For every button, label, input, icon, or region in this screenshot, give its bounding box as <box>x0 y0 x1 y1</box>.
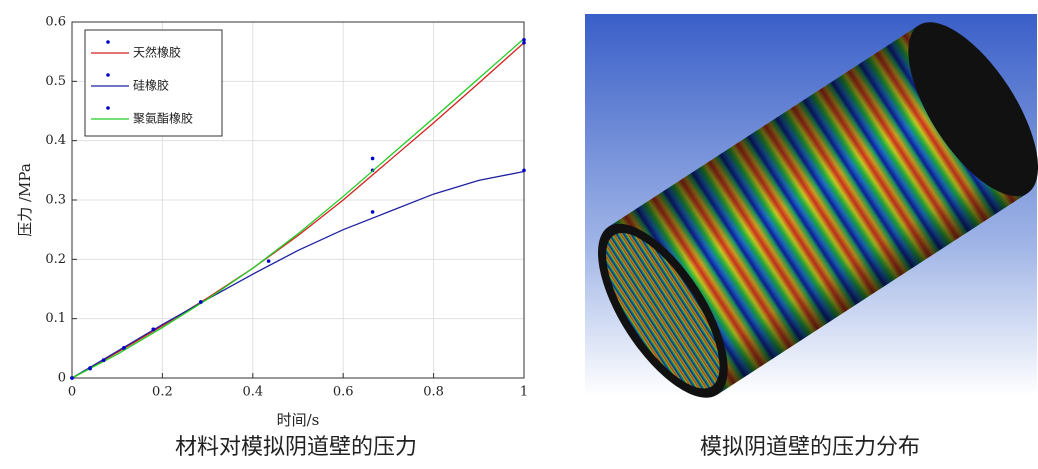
y-axis-label: 压力 /MPa <box>16 163 34 237</box>
y-tick-label: 0.1 <box>45 311 66 326</box>
x-tick-label: 0.6 <box>333 385 354 400</box>
data-point <box>122 346 126 350</box>
y-tick-label: 0.4 <box>45 133 66 148</box>
data-point <box>70 376 74 380</box>
figure: 材料对模拟阴道壁的压力 模拟阴道壁的压力分布 0 0.2 0.4 0.6 0.8 1 0 0.… <box>0 0 1038 465</box>
data-point <box>522 169 526 173</box>
data-point <box>371 210 375 214</box>
caption: 模拟阴道壁的压力分布 <box>700 435 920 460</box>
legend-marker <box>106 73 110 77</box>
x-tick-label: 0.4 <box>242 385 263 400</box>
x-tick-label: 0.8 <box>423 385 444 400</box>
data-point <box>102 358 106 362</box>
y-tick-label: 0.3 <box>45 193 66 208</box>
x-tick-label: 0.2 <box>152 385 173 400</box>
data-point <box>199 300 203 304</box>
legend-label: 天然橡胶 <box>133 45 181 60</box>
x-tick-label: 1 <box>520 385 528 400</box>
data-point <box>267 259 271 263</box>
caption: 材料对模拟阴道壁的压力 <box>175 435 417 460</box>
data-point <box>152 328 156 332</box>
y-tick-label: 0.6 <box>45 15 66 30</box>
x-axis-label: 时间/s <box>277 411 320 429</box>
y-tick-label: 0 <box>58 371 66 386</box>
legend-marker <box>106 40 110 44</box>
legend-label: 聚氨酯橡胶 <box>133 111 193 126</box>
legend-marker <box>106 106 110 110</box>
y-tick-label: 0.2 <box>45 252 66 267</box>
data-point <box>371 157 375 161</box>
y-tick-label: 0.5 <box>45 74 66 89</box>
data-point <box>88 367 92 371</box>
legend-label: 硅橡胶 <box>133 78 169 93</box>
x-tick-label: 0 <box>68 385 76 400</box>
data-point <box>522 38 526 42</box>
